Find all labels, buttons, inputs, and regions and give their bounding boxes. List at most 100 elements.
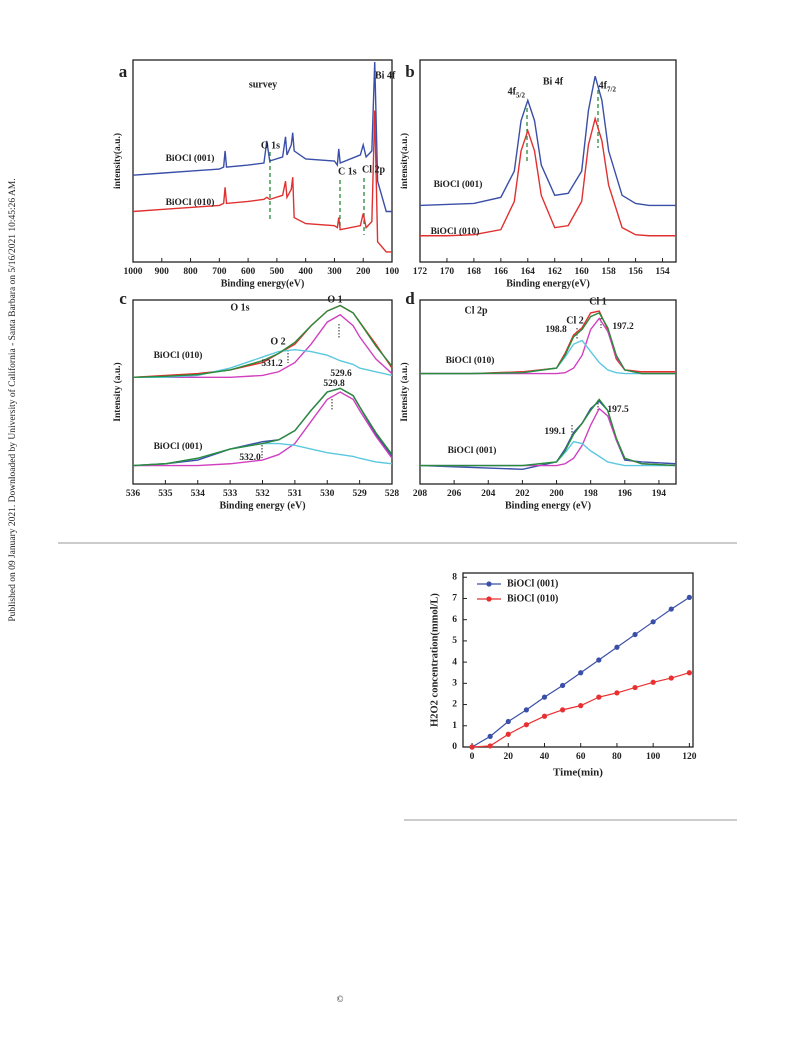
panel-title: survey	[249, 79, 277, 90]
y-axis-label: H2O2 concentration(mmol/L)	[429, 593, 440, 727]
legend-label: BiOCl (010)	[507, 593, 558, 604]
series-line	[132, 387, 393, 467]
annotation: C 1s	[338, 166, 357, 177]
annotation: BiOCl (010)	[431, 226, 480, 237]
data-point	[614, 644, 620, 650]
y-axis-label: Intensity (a.u.)	[399, 362, 410, 421]
series-line	[420, 398, 677, 467]
chart: Time(min)H2O2 concentration(mmol/L)0 20 40…	[429, 572, 697, 779]
y-tick-label: 2	[452, 700, 457, 710]
annotation: BiOCl (001)	[154, 441, 203, 452]
y-tick-label: 8	[452, 572, 457, 582]
series-line	[132, 110, 392, 253]
x-tick-label: 166	[494, 267, 509, 277]
series-line	[132, 304, 393, 378]
x-tick-label: 300	[327, 267, 342, 277]
x-tick-label: 534	[191, 489, 206, 499]
chart: a survey Binding energy(eV) intensity(a.u.)…	[112, 59, 399, 289]
x-tick-label: 100	[646, 752, 661, 762]
data-point	[596, 694, 602, 700]
y-axis-label: intensity(a.u.)	[112, 133, 123, 189]
annotation: Cl 2p	[362, 164, 386, 175]
data-point	[668, 606, 674, 612]
annotation: 532.0	[239, 453, 261, 463]
x-tick-label: 196	[618, 489, 633, 499]
annotation: 7/2	[607, 86, 616, 94]
data-point	[596, 657, 602, 663]
x-tick-label: 80	[612, 752, 622, 762]
data-point	[560, 707, 566, 713]
legend-label: BiOCl (001)	[507, 578, 558, 589]
x-tick-label: 400	[299, 267, 314, 277]
x-tick-label: 202	[515, 489, 530, 499]
x-tick-label: 500	[270, 267, 285, 277]
x-tick-label: 164	[521, 267, 536, 277]
data-point	[523, 707, 529, 713]
y-axis-label: Intensity (a.u.)	[112, 362, 123, 421]
annotation: 529.8	[323, 379, 345, 389]
annotation: BiOCl (010)	[154, 350, 203, 361]
data-point	[650, 679, 656, 685]
annotation: BiOCl (001)	[166, 153, 215, 164]
x-tick-label: 200	[356, 267, 371, 277]
series-line	[133, 391, 393, 467]
data-point	[650, 619, 656, 625]
x-tick-label: 600	[241, 267, 256, 277]
legend-marker	[486, 581, 492, 587]
x-tick-label: 532	[255, 489, 270, 499]
annotation: Bi 4f	[375, 70, 396, 81]
data-point	[541, 694, 548, 700]
data-point	[578, 670, 584, 676]
annotation: BiOCl (001)	[434, 179, 483, 190]
annotation: 4f	[508, 86, 517, 97]
series-line	[472, 672, 690, 748]
y-tick-label: 6	[452, 615, 457, 625]
data-point	[560, 682, 566, 689]
annotation: O 1s	[261, 140, 280, 151]
data-point	[578, 703, 584, 709]
annotation: Cl 1	[589, 296, 607, 307]
x-tick-label: 204	[481, 489, 496, 499]
series-line	[420, 115, 676, 237]
x-tick-label: 156	[628, 267, 643, 277]
annotation: 529.6	[330, 369, 352, 379]
x-axis-label: Binding energy(eV)	[506, 278, 590, 289]
x-tick-label: 535	[158, 489, 173, 499]
x-tick-label: 170	[440, 267, 455, 277]
data-point	[686, 670, 692, 676]
data-point	[505, 718, 511, 725]
series-line	[132, 61, 392, 213]
x-tick-label: 200	[549, 489, 564, 499]
x-tick-label: 206	[447, 489, 462, 499]
x-tick-label: 0	[470, 752, 475, 762]
annotation: 198.8	[545, 325, 567, 335]
plot-frame	[419, 299, 677, 485]
data-point	[632, 631, 638, 638]
data-point	[469, 744, 475, 750]
x-tick-label: 172	[413, 267, 428, 277]
y-axis-label: intensity(a.u.)	[399, 133, 410, 189]
x-tick-label: 198	[584, 489, 599, 499]
y-tick-label: 4	[452, 657, 457, 667]
series-line	[420, 311, 676, 375]
annotation: O 1	[327, 294, 342, 305]
data-point	[614, 690, 620, 696]
y-tick-label: 0	[452, 742, 457, 752]
x-tick-label: 194	[652, 489, 667, 499]
plot-frame	[132, 59, 393, 263]
x-axis-label: Binding energy (eV)	[505, 500, 591, 511]
annotation: 5/2	[516, 92, 525, 100]
x-tick-label: 1000	[124, 267, 143, 277]
x-tick-label: 154	[655, 267, 670, 277]
x-tick-label: 120	[682, 752, 697, 762]
x-tick-label: 60	[576, 752, 586, 762]
plot-frame	[419, 59, 677, 263]
x-axis-label: Time(min)	[553, 767, 603, 779]
copyright: ©	[337, 994, 344, 1004]
annotation: BiOCl (010)	[166, 197, 215, 208]
legend-marker	[486, 596, 492, 602]
x-tick-label: 20	[504, 752, 514, 762]
annotation: Cl 2	[566, 315, 584, 326]
x-tick-label: 529	[353, 489, 368, 499]
